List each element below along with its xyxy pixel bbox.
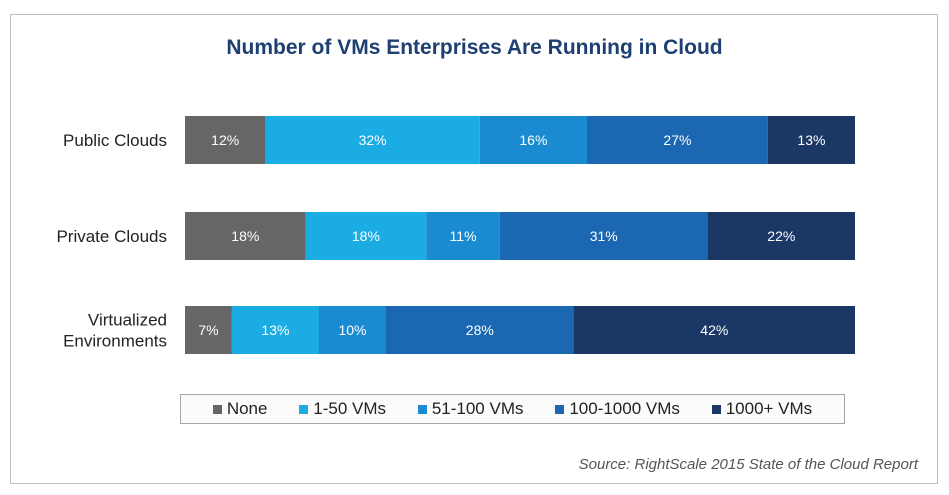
bar-segment <box>587 116 768 164</box>
bar-segment <box>767 116 855 164</box>
legend-item: 1-50 VMs <box>299 399 386 419</box>
data-label: 18% <box>352 228 380 244</box>
legend-swatch <box>417 404 427 414</box>
legend-swatch <box>212 404 222 414</box>
bar-segment <box>386 306 574 354</box>
legend-item: 100-1000 VMs <box>555 399 680 419</box>
data-label: 27% <box>663 132 691 148</box>
bar-segment <box>265 116 480 164</box>
category-label: Virtualized Environments <box>63 311 167 351</box>
legend-item: None <box>212 399 268 419</box>
category-label: Public Clouds <box>63 131 167 150</box>
category-label: Private Clouds <box>56 227 167 246</box>
legend-item: 51-100 VMs <box>417 399 524 419</box>
bar-segment <box>185 306 232 354</box>
data-label: 31% <box>590 228 618 244</box>
chart-frame <box>10 14 938 484</box>
data-label: 13% <box>797 132 825 148</box>
legend-label: 1000+ VMs <box>725 399 813 418</box>
legend-label: 51-100 VMs <box>431 399 524 418</box>
legend-label: None <box>226 399 268 418</box>
chart-title: Number of VMs Enterprises Are Running in… <box>226 36 723 59</box>
bar-segment <box>707 212 855 260</box>
data-label: 42% <box>700 322 728 338</box>
data-label: 10% <box>338 322 366 338</box>
bar-segment <box>185 116 266 164</box>
bar-segment <box>185 212 306 260</box>
legend-swatch <box>711 404 721 414</box>
chart-legend: None 1-50 VMs 51-100 VMs 100-1000 VMs 1000+ … <box>180 394 845 424</box>
data-label: 32% <box>359 132 387 148</box>
bar-segment <box>499 212 708 260</box>
bar-segment <box>573 306 855 354</box>
data-label: 18% <box>231 228 259 244</box>
legend-label: 1-50 VMs <box>313 399 387 418</box>
data-label: 16% <box>519 132 547 148</box>
bar-segment <box>305 212 427 260</box>
legend-item: 1000+ VMs <box>711 399 813 419</box>
data-label: 28% <box>466 322 494 338</box>
source-note: Source: RightScale 2015 State of the Clo… <box>578 456 918 473</box>
data-label: 12% <box>211 132 239 148</box>
data-label: 22% <box>767 228 795 244</box>
bar-segment <box>479 116 587 164</box>
data-label: 13% <box>261 322 289 338</box>
data-label: 11% <box>450 228 477 244</box>
bar-segment <box>426 212 500 260</box>
legend-label: 100-1000 VMs <box>569 399 680 418</box>
legend-swatch <box>555 404 565 414</box>
bar-segment <box>231 306 319 354</box>
bar-segment <box>319 306 386 354</box>
data-label: 7% <box>198 322 218 338</box>
legend-swatch <box>299 404 309 414</box>
